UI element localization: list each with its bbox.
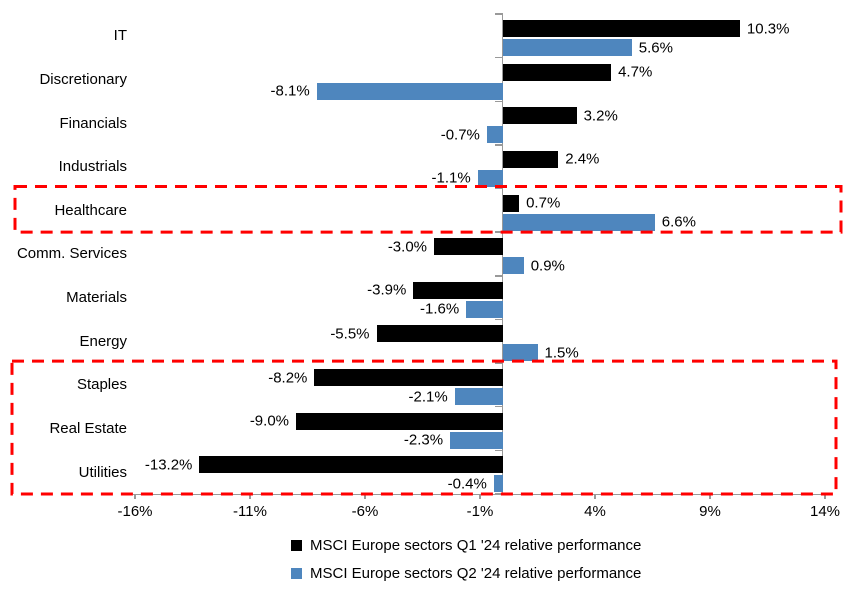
x-axis-tick (709, 494, 711, 499)
q2-bar (450, 431, 503, 449)
value-label: 4.7% (618, 63, 653, 81)
q2-bar (503, 213, 655, 231)
q2-bar (493, 475, 503, 493)
q2-bar (503, 257, 524, 275)
x-axis-tick-label: -11% (233, 503, 267, 520)
x-axis-tick-label: 4% (584, 503, 606, 520)
category-label: Real Estate (49, 420, 127, 438)
q2-bar (466, 300, 503, 318)
y-axis-tick (495, 449, 503, 452)
category-label: Materials (66, 289, 127, 307)
y-axis-tick (495, 13, 503, 15)
x-axis-tick-label: -16% (117, 503, 153, 520)
value-label: 5.6% (638, 39, 673, 56)
y-axis-tick (495, 405, 503, 408)
legend: MSCI Europe sectors Q1 '24 relative perf… (291, 535, 641, 584)
category-label: Utilities (78, 463, 127, 481)
value-label: -2.3% (403, 431, 444, 449)
q2-bar (486, 126, 503, 144)
category-label: Industrials (58, 158, 127, 176)
category-label: Discretionary (39, 70, 127, 88)
legend-label-q2: MSCI Europe sectors Q2 '24 relative perf… (310, 565, 642, 582)
q2-bar (503, 39, 632, 56)
category-label: Healthcare (54, 201, 127, 219)
q2-bar (316, 82, 503, 100)
value-label: -0.7% (440, 126, 480, 144)
x-axis-tick (479, 494, 481, 499)
legend-swatch-q2-icon (291, 568, 302, 579)
value-label: 1.5% (544, 344, 579, 362)
value-label: 0.7% (526, 194, 561, 212)
value-label: -1.1% (431, 169, 471, 187)
x-axis-tick (134, 494, 136, 499)
value-label: -3.9% (367, 281, 407, 299)
x-axis-tick-label: 9% (699, 503, 721, 520)
y-axis-tick (495, 362, 503, 364)
value-label: 10.3% (746, 20, 790, 37)
value-label: 3.2% (583, 107, 618, 125)
y-axis-tick (495, 493, 503, 495)
category-label: Comm. Services (16, 245, 127, 263)
legend-label-q1: MSCI Europe sectors Q1 '24 relative perf… (310, 537, 642, 554)
value-label: -8.2% (268, 369, 308, 387)
y-axis-tick (495, 231, 503, 233)
y-axis-tick (495, 275, 503, 277)
value-label: -2.1% (408, 388, 448, 406)
q1-bar (503, 150, 559, 168)
q2-bar (477, 169, 503, 187)
category-label: IT (113, 27, 127, 45)
q1-bar (314, 369, 503, 387)
legend-item-q1: MSCI Europe sectors Q1 '24 relative perf… (291, 535, 641, 556)
q2-bar (503, 344, 538, 362)
q1-bar (199, 456, 503, 474)
category-label: Energy (79, 332, 127, 350)
y-axis-tick (495, 144, 503, 146)
q1-bar (503, 20, 740, 37)
category-label: Financials (59, 114, 127, 132)
value-label: -3.0% (387, 238, 427, 256)
y-axis-tick (495, 56, 503, 59)
value-label: -5.5% (330, 325, 370, 343)
q1-bar (503, 107, 577, 125)
category-label: Staples (76, 376, 127, 394)
legend-swatch-q1-icon (291, 540, 302, 551)
q1-bar (503, 194, 520, 212)
legend-item-q2: MSCI Europe sectors Q2 '24 relative perf… (291, 563, 641, 584)
q1-bar (503, 63, 612, 81)
x-axis-tick-label: -6% (351, 503, 379, 520)
q1-bar (376, 325, 503, 343)
value-label: -0.4% (447, 475, 487, 493)
q1-bar (296, 412, 503, 430)
value-label: 0.9% (530, 257, 565, 275)
y-axis-tick (495, 100, 503, 103)
x-axis-tick (594, 494, 596, 499)
value-label: -1.6% (420, 300, 460, 318)
value-label: -8.1% (270, 82, 310, 100)
value-label: -9.0% (249, 412, 289, 430)
q1-bar (434, 238, 503, 256)
y-axis-tick (495, 318, 503, 321)
x-axis-tick (364, 494, 366, 499)
value-label: -13.2% (144, 456, 193, 474)
value-label: 6.6% (661, 213, 696, 231)
x-axis-tick (249, 494, 251, 499)
value-label: 2.4% (565, 150, 600, 168)
x-axis-tick-label: -1% (466, 503, 494, 520)
y-axis-tick (495, 187, 503, 190)
x-axis-tick-label: 14% (809, 503, 841, 520)
q2-bar (454, 388, 503, 406)
x-axis-tick (824, 494, 826, 499)
q1-bar (413, 281, 503, 299)
